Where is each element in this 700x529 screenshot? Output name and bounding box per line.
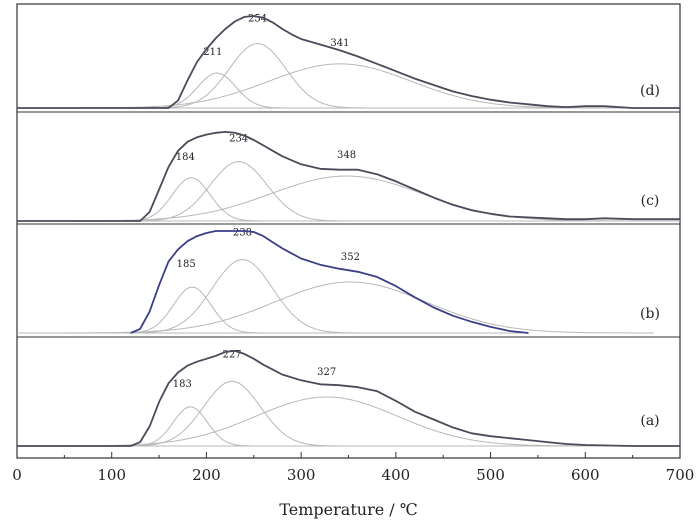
peak-temperature-label: 254 — [248, 14, 267, 25]
peak-temperature-label: 348 — [337, 150, 356, 161]
component-peak-curve — [115, 177, 267, 222]
panel-label: (b) — [640, 306, 660, 322]
component-peak-curve — [42, 396, 611, 447]
component-peak-curve — [118, 380, 346, 447]
total-profile-curve — [17, 350, 680, 447]
component-peak-curve — [121, 259, 364, 334]
peak-temperature-label: 227 — [222, 349, 241, 360]
x-tick-label: 0 — [12, 466, 22, 484]
x-tick-label: 500 — [476, 466, 505, 484]
panel-label: (c) — [641, 193, 660, 209]
peak-temperature-label: 184 — [176, 152, 195, 163]
x-tick-label: 400 — [382, 466, 411, 484]
total-profile-curve — [130, 230, 529, 334]
x-axis-title: Temperature / ℃ — [279, 500, 417, 519]
x-tick-label: 300 — [287, 466, 316, 484]
component-peak-curve — [125, 161, 353, 222]
x-tick-label: 200 — [192, 466, 221, 484]
peak-temperature-label: 185 — [177, 259, 196, 270]
component-peak-curve — [122, 406, 259, 447]
component-peak-curve — [43, 175, 650, 222]
peak-temperature-label: 352 — [341, 252, 360, 263]
x-tick-label: 600 — [571, 466, 600, 484]
peak-temperature-label: 234 — [229, 134, 248, 145]
component-peak-curve — [116, 286, 268, 334]
peak-temperature-label: 327 — [317, 367, 336, 378]
panel-label: (d) — [640, 83, 660, 99]
component-peak-curve — [143, 43, 372, 109]
peak-temperature-label: 183 — [173, 379, 192, 390]
peak-temperature-label: 341 — [330, 38, 349, 49]
peak-temperature-label: 238 — [233, 228, 252, 239]
component-peak-curve — [47, 281, 654, 334]
total-profile-curve — [17, 131, 680, 222]
x-tick-label: 700 — [666, 466, 695, 484]
total-profile-curve — [17, 15, 680, 109]
component-peak-curve — [55, 63, 625, 109]
plot-frame — [16, 3, 681, 459]
peak-temperature-label: 211 — [203, 47, 222, 58]
panel-label: (a) — [640, 413, 659, 429]
component-peak-curve — [141, 72, 293, 109]
x-tick-label: 100 — [97, 466, 126, 484]
